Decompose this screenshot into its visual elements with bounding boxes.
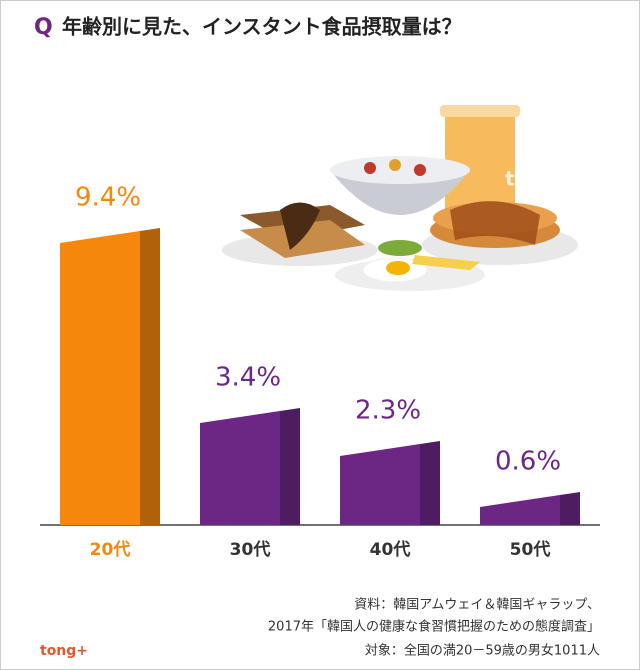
bar-side: [560, 492, 580, 525]
logo: tong+: [40, 643, 88, 659]
source-line: 資料：韓国アムウェイ＆韓国ギャラップ、: [354, 598, 600, 613]
food-illustration: tong: [222, 105, 578, 291]
bar-side: [280, 408, 300, 525]
value-label: 3.4%: [215, 363, 281, 393]
x-tick-label: 40代: [370, 539, 411, 560]
value-label: 2.3%: [355, 396, 421, 426]
bar: [340, 444, 420, 525]
title-mark: Q: [34, 15, 53, 40]
bar: [60, 231, 140, 525]
x-tick-label: 50代: [510, 539, 551, 560]
svg-text:tong: tong: [505, 167, 557, 191]
chart-title: 年齢別に見た、インスタント食品摂取量は？: [62, 15, 462, 39]
bar-side: [140, 228, 160, 525]
bar: [200, 411, 280, 525]
value-label: 9.4%: [75, 183, 141, 213]
source-line: 2017年「韓国人の健康な食習慣把握のための態度調査」: [268, 619, 600, 635]
value-label: 0.6%: [495, 447, 561, 477]
source-line: 対象：全国の満20－59歳の男女1011人: [365, 643, 600, 659]
bar-side: [420, 441, 440, 525]
x-tick-label: 20代: [90, 539, 131, 560]
bar: [480, 495, 560, 525]
x-tick-label: 30代: [230, 539, 271, 560]
